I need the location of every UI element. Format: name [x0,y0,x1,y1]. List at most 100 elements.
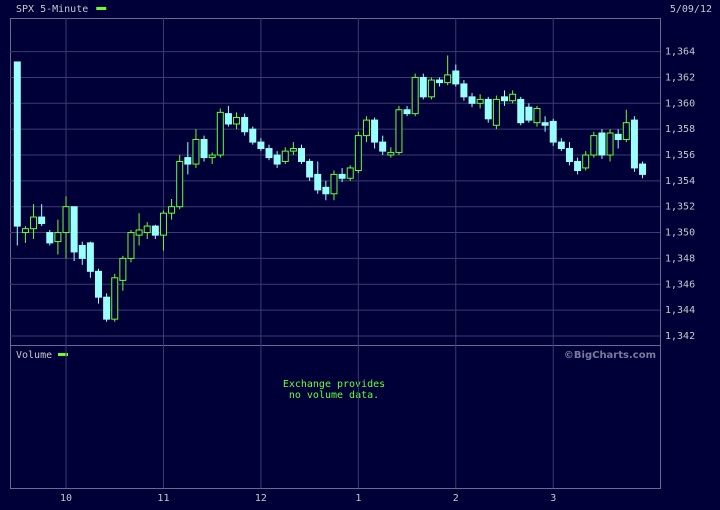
y-tick-label: 1,362 [665,72,695,83]
candle-body [38,216,46,225]
candle-body [379,141,387,152]
candle-body [525,106,533,121]
candle-body [208,154,216,159]
candle-body [427,79,435,98]
candle-body [103,296,111,320]
candle-body [338,173,346,179]
candle-body [78,244,86,259]
candle-body [541,122,549,126]
candle-body [176,160,184,208]
y-tick-label: 1,346 [665,279,695,290]
candle-body [509,93,517,102]
candle-body [127,232,135,259]
candle-body [565,148,573,162]
x-tick-label: 3 [550,493,556,504]
candle-body [95,270,102,298]
candle-body [395,109,403,153]
candle-body [54,232,62,243]
candle-body [21,228,29,234]
date-label: 5/09/12 [670,4,712,15]
y-tick-label: 1,354 [665,176,695,187]
y-tick-label: 1,342 [665,331,695,342]
candle-body [289,148,297,152]
candle-body [265,148,273,159]
candle-body [362,119,370,137]
candle-body [298,148,305,162]
y-tick-label: 1,358 [665,124,695,135]
candle-body [30,216,38,230]
candle-body [371,119,379,143]
candle-body [241,117,249,133]
legend-swatch [58,353,68,356]
candle-body [159,212,167,236]
candle-body [151,225,159,236]
candle-body [306,160,314,178]
x-tick-label: 10 [60,493,72,504]
candle-body [192,138,200,165]
candle-body [460,83,468,98]
y-tick-label: 1,356 [665,150,695,161]
candle-body [200,138,208,159]
candle-body [281,150,289,162]
candle-body [484,98,492,120]
candle-body [354,135,362,172]
candle-body [419,76,427,98]
candle-body [135,229,143,236]
candle-body [436,79,444,84]
candle-body [557,141,565,150]
candle-body [468,96,476,104]
volume-note: Exchange provides [283,379,385,390]
candle-body [517,98,525,124]
credit: ©BigCharts.com [564,350,656,361]
candle-body [233,117,241,125]
candle-body [143,225,151,234]
candle-body [314,173,322,191]
candle-body [533,107,541,124]
candle-body [13,61,21,227]
candle-body [639,163,647,175]
volume-note: no volume data. [289,390,379,401]
candle-body [590,135,598,156]
candle-body [70,206,78,253]
candle-body [322,186,330,195]
candle-body [549,120,557,143]
y-tick-label: 1,348 [665,253,695,264]
candle-body [411,76,419,115]
candle-body [614,133,622,140]
candle-body [184,157,192,165]
candle-body [257,141,265,150]
candle-body [62,206,70,234]
x-tick-label: 12 [255,493,267,504]
candle-body [249,128,257,143]
x-tick-label: 11 [157,493,169,504]
volume-label: Volume [16,350,52,361]
candle-body [224,113,232,125]
y-tick-label: 1,344 [665,305,695,316]
volume-panel [10,345,661,489]
candle-body [111,277,119,320]
y-tick-label: 1,364 [665,47,695,58]
candle-body [492,98,500,126]
candle-body [574,160,582,172]
candle-body [46,232,54,244]
chart-title: SPX 5-Minute [16,4,88,15]
y-tick-label: 1,350 [665,228,695,239]
candle-body [216,111,224,156]
candle-body [622,122,630,140]
legend-swatch [96,7,107,10]
candle-body [444,74,452,84]
x-tick-label: 2 [453,493,459,504]
y-tick-label: 1,352 [665,202,695,213]
candle-body [606,132,614,156]
candle-body [346,167,354,179]
candle-body [273,154,281,165]
candle-body [403,109,411,115]
candle-body [452,70,460,85]
x-tick-label: 1 [355,493,361,504]
candle-body [582,154,590,169]
candle-body [476,98,484,104]
candle-body [387,151,395,156]
candle-body [168,206,176,214]
